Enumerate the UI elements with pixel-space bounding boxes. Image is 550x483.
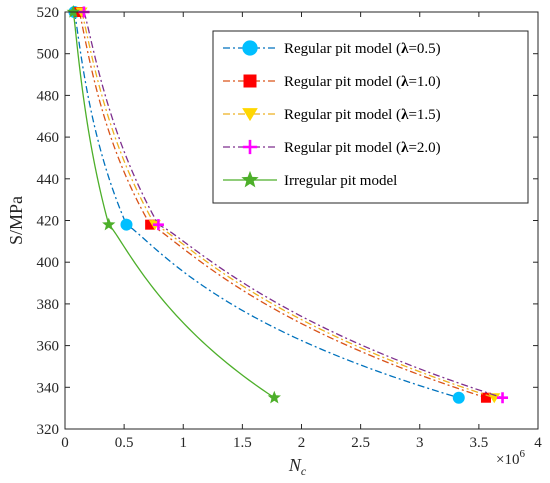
x-tick-label: 1	[180, 435, 188, 451]
y-tick-label: 460	[37, 130, 60, 146]
x-axis-title-subscript: c	[301, 464, 307, 478]
legend-entry: Irregular pit model	[223, 170, 397, 189]
x-tick-label: 3.5	[470, 435, 489, 451]
legend-entry: Regular pit model (λ=0.5)	[223, 40, 441, 57]
x-tick-label: 2	[298, 435, 306, 451]
legend: Regular pit model (λ=0.5) Regular pit mod…	[212, 30, 529, 204]
legend-entry: Regular pit model (λ=1.5)	[223, 107, 441, 123]
series-5	[66, 5, 281, 404]
x-axis-title: Nc	[288, 455, 307, 478]
y-tick-label: 500	[37, 47, 60, 63]
legend-marker	[242, 40, 258, 56]
y-tick-label: 380	[37, 297, 60, 313]
y-axis-title: S/MPa	[6, 196, 26, 245]
legend-marker	[242, 139, 258, 155]
legend-entry: Regular pit model (λ=1.0)	[223, 74, 441, 90]
series-line	[73, 11, 459, 399]
x-axis-multiplier-exponent: 6	[519, 448, 525, 460]
y-tick-label: 360	[37, 339, 60, 355]
legend-box	[212, 30, 529, 204]
legend-entry: Regular pit model (λ=2.0)	[223, 139, 441, 156]
legend-label: Regular pit model (λ=0.5)	[284, 41, 441, 57]
data-point	[488, 393, 501, 404]
x-axis-multiplier: ×106	[496, 448, 525, 468]
data-point	[452, 391, 465, 404]
y-tick-label: 420	[37, 214, 60, 230]
legend-marker	[241, 170, 259, 188]
y-tick-label: 520	[37, 5, 60, 21]
legend-label: Regular pit model (λ=1.0)	[284, 74, 441, 90]
data-point	[145, 219, 156, 230]
legend-marker	[242, 108, 258, 122]
x-tick-label: 0	[61, 435, 69, 451]
x-tick-label: 1.5	[233, 435, 252, 451]
data-point	[267, 390, 281, 404]
x-tick-label: 0.5	[115, 435, 134, 451]
data-point	[66, 5, 80, 18]
data-point	[497, 392, 509, 404]
data-point	[152, 219, 164, 231]
x-axis-multiplier-base: ×10	[496, 452, 519, 468]
x-tick-label: 3	[416, 435, 424, 451]
x-tick-label: 2.5	[351, 435, 370, 451]
legend-marker	[243, 74, 257, 88]
x-tick-label: 4	[534, 435, 542, 451]
data-point	[120, 218, 133, 231]
y-tick-label: 480	[37, 88, 60, 104]
axes: 0 0.5 1 1.5 2 2.5 3 3.5 4 320 340 360 380 400 420 440 46…	[37, 5, 543, 451]
y-tick-label: 400	[37, 255, 60, 271]
legend-label: Irregular pit model	[284, 173, 397, 189]
y-tick-label: 440	[37, 172, 60, 188]
legend-label: Regular pit model (λ=2.0)	[284, 140, 441, 156]
y-tick-label: 320	[37, 422, 60, 438]
data-point	[480, 392, 491, 403]
y-tick-label: 340	[37, 380, 60, 396]
legend-label: Regular pit model (λ=1.5)	[284, 107, 441, 123]
data-point	[102, 217, 116, 231]
x-axis-title-main: N	[288, 455, 302, 475]
